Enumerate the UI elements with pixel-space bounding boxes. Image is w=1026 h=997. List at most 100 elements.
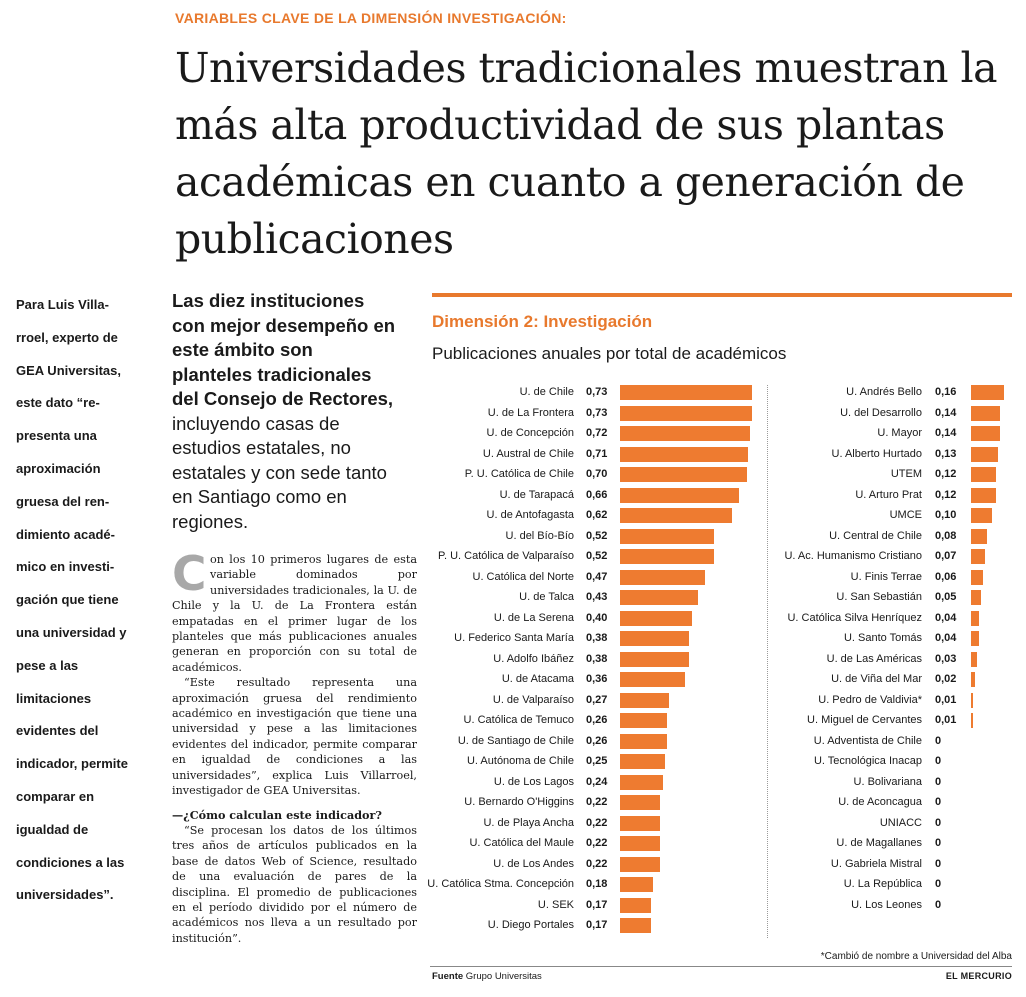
- category-name: U. del Desarrollo: [840, 406, 922, 419]
- category-name: U. Federico Santa María: [454, 632, 574, 644]
- bar: [620, 549, 714, 564]
- category-name: U. Bolivariana: [853, 775, 922, 788]
- bar: [620, 815, 660, 831]
- source-line: Fuente Grupo Universitas: [432, 971, 542, 982]
- category-label: U. Adventista de Chile: [0, 733, 922, 753]
- value-text: 0,05: [935, 591, 957, 603]
- bar: [620, 610, 692, 626]
- category-name: U. de Santiago de Chile: [457, 734, 574, 747]
- category-name: U. Adventista de Chile: [813, 734, 922, 747]
- bar: [620, 897, 651, 913]
- category-name: UMCE: [889, 509, 922, 521]
- value-text: 0,73: [586, 406, 608, 419]
- category-label: U. Austral de Chile: [0, 446, 574, 466]
- category-label: U. Federico Santa María: [0, 630, 574, 650]
- bar: [620, 713, 667, 728]
- category-name: U. de Viña del Mar: [831, 673, 922, 685]
- chart-top-rule: [432, 293, 1012, 297]
- bar: [620, 467, 747, 482]
- category-name: U. de Concepción: [486, 427, 574, 439]
- paragraph-3: “Se procesan los datos de los últimos tr…: [172, 823, 417, 945]
- category-label: U. de Antofagasta: [0, 507, 574, 527]
- value-text: 0: [935, 816, 942, 829]
- bar: [620, 856, 660, 872]
- value-text: 0,62: [586, 509, 608, 521]
- category-name: U. Tecnológica Inacap: [813, 755, 922, 767]
- category-name: U. Bernardo O'Higgins: [464, 796, 574, 808]
- value-text: 0,72: [586, 427, 608, 439]
- bar: [620, 733, 667, 749]
- value-text: 0,22: [586, 816, 608, 829]
- value-text: 0: [935, 837, 942, 849]
- column-divider: [767, 385, 768, 938]
- category-label: U. Adolfo Ibáñez: [0, 651, 574, 671]
- category-label: U. Los Leones: [0, 897, 922, 917]
- category-label: U. de Playa Ancha: [0, 815, 574, 835]
- category-label: UNIACC: [0, 815, 922, 835]
- category-label: U. Diego Portales: [0, 917, 574, 937]
- category-label: P. U. Católica de Chile: [0, 466, 574, 486]
- value-text: 0: [935, 734, 942, 747]
- category-name: U. del Bío-Bío: [505, 529, 574, 542]
- value-text: 0,22: [586, 796, 608, 808]
- category-name: U. de Valparaíso: [492, 693, 574, 706]
- category-label: P. U. Católica de Valparaíso: [0, 548, 574, 568]
- paragraph-2: “Este resultado representa una aproximac…: [172, 676, 417, 798]
- category-name: U. Diego Portales: [487, 919, 574, 931]
- value-text: 0,47: [586, 570, 608, 583]
- category-name: U. Miguel de Cervantes: [807, 714, 922, 726]
- category-label: U. SEK: [0, 897, 574, 917]
- category-label: U. Pedro de Valdivia*: [0, 692, 922, 712]
- category-name: U. Católica del Maule: [469, 837, 574, 849]
- category-label: U. del Bío-Bío: [0, 528, 574, 548]
- paragraph-1-text: on los 10 primeros lugares de esta varia…: [172, 553, 417, 674]
- value-text: 0,07: [935, 550, 957, 562]
- value-text: 0,18: [586, 878, 608, 890]
- category-name: U. de Los Lagos: [493, 775, 574, 788]
- category-label: U. de Talca: [0, 589, 574, 609]
- value-text: 0,04: [935, 611, 957, 624]
- bar: [620, 918, 651, 933]
- value-text: 0,08: [935, 529, 957, 542]
- value-text: 0: [935, 775, 942, 788]
- chart-footnote: *Cambió de nombre a Universidad del Alba: [820, 951, 1012, 962]
- bar: [620, 692, 669, 708]
- bar: [620, 405, 752, 421]
- value-text: 0: [935, 755, 942, 767]
- kicker: VARIABLES CLAVE DE LA DIMENSIÓN INVESTIG…: [175, 10, 567, 26]
- category-label: U. Miguel de Cervantes: [0, 712, 922, 732]
- category-name: U. Finis Terrae: [850, 570, 922, 583]
- category-label: U. Arturo Prat: [0, 487, 922, 507]
- category-name: U. Los Leones: [851, 898, 922, 911]
- chart-title: Dimensión 2: Investigación: [432, 312, 653, 331]
- category-name: U. Austral de Chile: [482, 447, 574, 460]
- value-text: 0,70: [586, 468, 608, 480]
- category-name: P. U. Católica de Valparaíso: [438, 550, 574, 562]
- value-text: 0: [935, 898, 942, 911]
- drop-cap: C: [172, 547, 207, 602]
- category-label: U. de Los Lagos: [0, 774, 574, 794]
- value-text: 0,71: [586, 447, 608, 460]
- bar: [971, 385, 1004, 400]
- source-text: Grupo Universitas: [465, 971, 542, 982]
- category-name: U. de Los Andes: [493, 857, 574, 870]
- value-text: 0,24: [586, 775, 608, 788]
- value-text: 0,22: [586, 857, 608, 870]
- bar: [620, 528, 714, 544]
- value-text: 0,36: [586, 673, 608, 685]
- bar: [971, 651, 977, 667]
- bar: [971, 528, 987, 544]
- bar: [620, 836, 660, 851]
- category-label: U. de La Serena: [0, 610, 574, 630]
- interview-question: —¿Cómo calculan este indicador?: [172, 807, 382, 822]
- category-label: U. La República: [0, 876, 922, 896]
- value-text: 0,73: [586, 386, 608, 398]
- bar: [971, 590, 981, 605]
- bar: [620, 877, 653, 892]
- value-text: 0,17: [586, 919, 608, 931]
- category-label: U. Autónoma de Chile: [0, 753, 574, 773]
- category-label: U. Católica de Temuco: [0, 712, 574, 732]
- category-name: U. de La Serena: [493, 611, 574, 624]
- bar: [971, 569, 983, 585]
